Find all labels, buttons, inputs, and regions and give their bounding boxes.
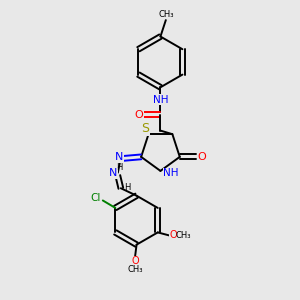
Text: H: H [116, 164, 122, 172]
Text: NH: NH [163, 168, 179, 178]
Text: S: S [141, 122, 149, 135]
Text: CH₃: CH₃ [158, 10, 174, 19]
Text: CH₃: CH₃ [176, 231, 191, 240]
Text: O: O [131, 256, 139, 266]
Text: NH: NH [153, 95, 169, 105]
Text: N: N [109, 168, 117, 178]
Text: N: N [115, 152, 123, 162]
Text: CH₃: CH₃ [127, 265, 143, 274]
Text: H: H [124, 183, 130, 192]
Text: Cl: Cl [91, 194, 101, 203]
Text: O: O [134, 110, 143, 120]
Text: O: O [197, 152, 206, 162]
Text: O: O [169, 230, 177, 240]
